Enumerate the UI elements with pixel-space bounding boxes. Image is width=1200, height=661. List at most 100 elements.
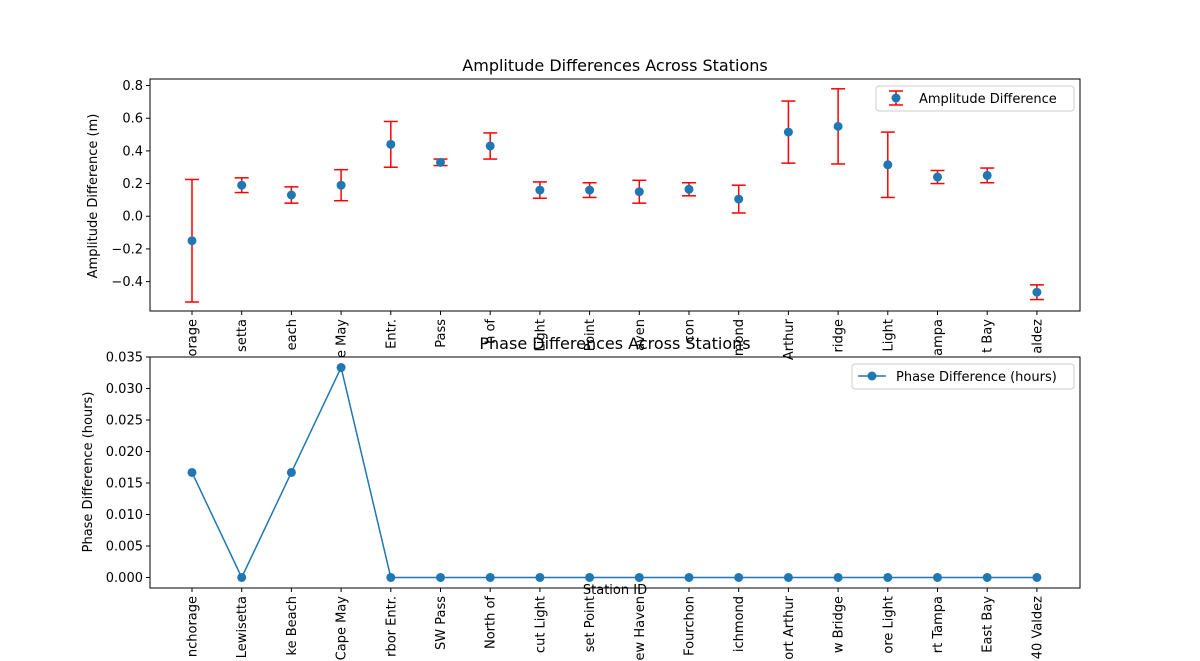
amplitude-x-tick-label: mond (732, 319, 747, 356)
amplitude-y-tick-label: 0.2 (122, 177, 143, 192)
phase-legend-label: Phase Difference (hours) (896, 370, 1057, 385)
amplitude-x-tick-label: each (285, 319, 300, 350)
phase-x-tick-label: ore Light (881, 596, 896, 654)
phase-y-tick-label: 0.020 (106, 445, 143, 460)
phase-legend-marker-icon (867, 371, 877, 381)
phase-x-tick-label: Lewisetta (235, 596, 250, 658)
amplitude-data-point (386, 139, 396, 149)
phase-y-ticks: 0.000 0.005 0.010 0.015 0.020 0.025 0.030 0.035 (106, 351, 150, 586)
amplitude-legend: Amplitude Difference (875, 85, 1075, 112)
amplitude-x-tick-label: h of (484, 319, 499, 344)
amplitude-y-axis-label: Amplitude Difference (m) (86, 114, 101, 279)
amplitude-x-tick-label: Point (583, 319, 598, 351)
phase-y-tick-label: 0.005 (106, 539, 143, 554)
phase-y-tick-label: 0.015 (106, 476, 143, 491)
amplitude-data-point (336, 180, 346, 190)
amplitude-data-point (436, 157, 445, 167)
phase-series-line (191, 365, 1037, 580)
phase-data-point (933, 572, 942, 582)
amplitude-x-tick-label: ridge (832, 319, 847, 352)
amplitude-data-point (187, 236, 197, 246)
phase-x-tick-label: Cape May (335, 596, 350, 661)
phase-x-tick-label: Fourchon (683, 596, 698, 656)
amplitude-x-tick-label: setta (235, 319, 250, 352)
phase-y-axis-label: Phase Difference (hours) (81, 392, 96, 553)
amplitude-data-point (833, 121, 843, 131)
amplitude-y-tick-label: 0.8 (122, 79, 143, 94)
phase-data-point (436, 572, 445, 582)
amplitude-x-tick-label: t Bay (981, 319, 996, 353)
amplitude-data-point (634, 187, 644, 197)
phase-y-tick-label: 0.035 (106, 351, 143, 366)
amplitude-data-point (1032, 287, 1042, 297)
phase-chart-title: Phase Differences Across Stations (479, 334, 750, 353)
phase-x-tick-label: North of (484, 596, 499, 649)
phase-x-tick-label: East Bay (981, 596, 996, 653)
phase-data-point (982, 572, 992, 582)
phase-data-point (336, 363, 346, 373)
phase-plot-frame (149, 356, 1081, 589)
amplitude-x-tick-label: orage (186, 319, 201, 357)
amplitude-x-tick-label: Arthur (782, 318, 797, 360)
phase-y-tick-label: 0.030 (106, 382, 143, 397)
amplitude-y-tick-label: 0.6 (122, 112, 143, 127)
phase-y-tick-label: 0.025 (106, 413, 143, 428)
phase-x-tick-label: ew Haven (633, 596, 648, 660)
amplitude-x-tick-label: Entr. (384, 319, 399, 349)
phase-x-tick-label: ichmond (732, 596, 747, 652)
amplitude-x-tick-label: aven (633, 319, 648, 351)
phase-x-tick-label: 40 Valdez (1030, 596, 1045, 659)
phase-data-point (833, 572, 843, 582)
phase-data-point (734, 572, 744, 582)
phase-data-point (535, 572, 545, 582)
phase-data-point (485, 572, 495, 582)
phase-data-point (585, 572, 595, 582)
amplitude-data-point (982, 170, 992, 180)
phase-data-point (783, 572, 793, 582)
amplitude-data-point (535, 185, 545, 195)
phase-x-tick-label: cut Light (533, 596, 548, 653)
phase-y-tick-label: 0.000 (106, 571, 143, 586)
phase-x-tick-label: ke Beach (285, 596, 300, 655)
phase-data-point (883, 572, 893, 582)
amplitude-y-tick-label: 0.0 (122, 210, 143, 225)
phase-x-axis-label: Station ID (583, 583, 647, 598)
phase-y-tick-label: 0.010 (106, 508, 143, 523)
amplitude-x-tick-label: Light (533, 319, 548, 351)
phase-x-tick-label: nchorage (186, 596, 201, 657)
amplitude-data-point (237, 180, 247, 190)
amplitude-data-point (286, 190, 296, 200)
amplitude-plot-frame (149, 78, 1081, 312)
amplitude-x-tick-label: Pass (434, 319, 449, 348)
phase-legend-box (851, 363, 1075, 390)
phase-legend: Phase Difference (hours) (851, 363, 1075, 390)
amplitude-data-point (585, 185, 595, 195)
amplitude-data-point (783, 127, 793, 137)
amplitude-chart-title: Amplitude Differences Across Stations (462, 56, 767, 75)
phase-x-tick-label: set Point (583, 596, 598, 652)
amplitude-data-point (933, 172, 942, 182)
amplitude-y-tick-label: −0.2 (111, 242, 143, 257)
phase-x-tick-label: rt Tampa (931, 596, 946, 653)
amplitude-x-tick-label: ampa (931, 319, 946, 356)
phase-data-point (187, 467, 197, 477)
phase-data-point (1032, 572, 1042, 582)
phase-x-tick-label: rbor Entr. (384, 596, 399, 657)
phase-x-tick-label: ort Arthur (782, 595, 797, 659)
phase-chart: Phase Differences Across Stations Phase … (81, 334, 1081, 661)
phase-data-point (386, 572, 396, 582)
phase-data-point (286, 467, 296, 477)
phase-data-point (634, 572, 644, 582)
amplitude-x-tick-label: Light (881, 319, 896, 351)
amplitude-legend-marker-icon (891, 93, 901, 103)
amplitude-y-tick-label: −0.4 (111, 275, 143, 290)
amplitude-points (187, 121, 1042, 297)
amplitude-chart: Amplitude Differences Across Stations Am… (86, 56, 1081, 360)
amplitude-data-point (684, 184, 694, 194)
amplitude-data-point (734, 194, 744, 204)
amplitude-x-tick-label: con (683, 319, 698, 342)
phase-data-point (237, 572, 247, 582)
phase-points (187, 363, 1042, 582)
phase-data-point (684, 572, 694, 582)
